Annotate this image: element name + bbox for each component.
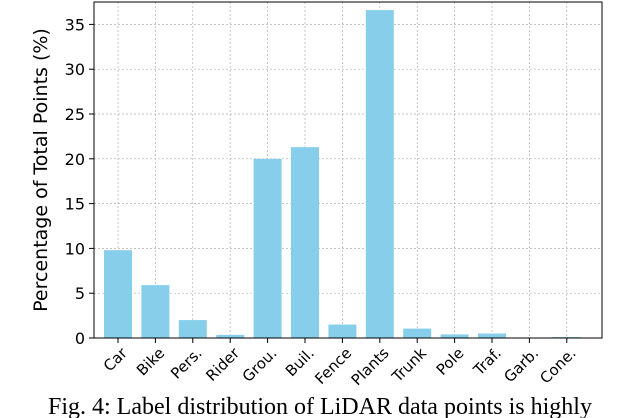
x-tick-label: Garb. xyxy=(500,344,542,386)
bar-buil xyxy=(291,147,319,338)
y-tick-label: 15 xyxy=(65,195,85,214)
y-tick-label: 10 xyxy=(65,239,85,258)
x-tick-label: Traf. xyxy=(469,344,505,380)
y-tick-label: 5 xyxy=(75,284,85,303)
bar-fence xyxy=(328,324,357,338)
bar-grou xyxy=(253,158,282,338)
figure-caption: Fig. 4: Label distribution of LiDAR data… xyxy=(48,396,592,418)
bar-pers xyxy=(178,320,207,338)
x-tick-label: Car xyxy=(100,344,132,376)
grid-lines xyxy=(94,2,602,339)
y-ticks: 0 5 10 15 20 25 30 35 xyxy=(65,15,94,348)
y-tick-label: 20 xyxy=(65,150,85,169)
bar-bike xyxy=(141,285,170,338)
bar-pole xyxy=(440,334,469,338)
bar-traf xyxy=(478,333,506,338)
bar-plants xyxy=(365,10,394,339)
plot-frame xyxy=(93,1,603,339)
y-axis-label: Percentage of Total Points (%) xyxy=(30,28,52,312)
x-tick-label: Bike xyxy=(133,344,168,379)
x-tick-label: Fence xyxy=(311,344,355,388)
x-tick-label: Trunk xyxy=(388,344,431,387)
x-tick-label: Grou. xyxy=(239,344,281,386)
bar-rider xyxy=(216,334,245,338)
x-tick-label: Pers. xyxy=(167,344,206,383)
bar-car xyxy=(104,250,132,338)
bar-trunk xyxy=(403,328,432,338)
x-tick-label: Cone. xyxy=(536,344,579,387)
x-tick-label: Plants xyxy=(348,344,393,389)
y-tick-label: 30 xyxy=(65,60,85,79)
y-tick-label: 25 xyxy=(65,105,85,124)
bars xyxy=(104,10,581,339)
x-tick-label: Rider xyxy=(202,344,243,385)
y-tick-label: 0 xyxy=(75,329,85,348)
y-tick-label: 35 xyxy=(65,15,85,34)
x-tick-label: Pole xyxy=(433,344,468,379)
